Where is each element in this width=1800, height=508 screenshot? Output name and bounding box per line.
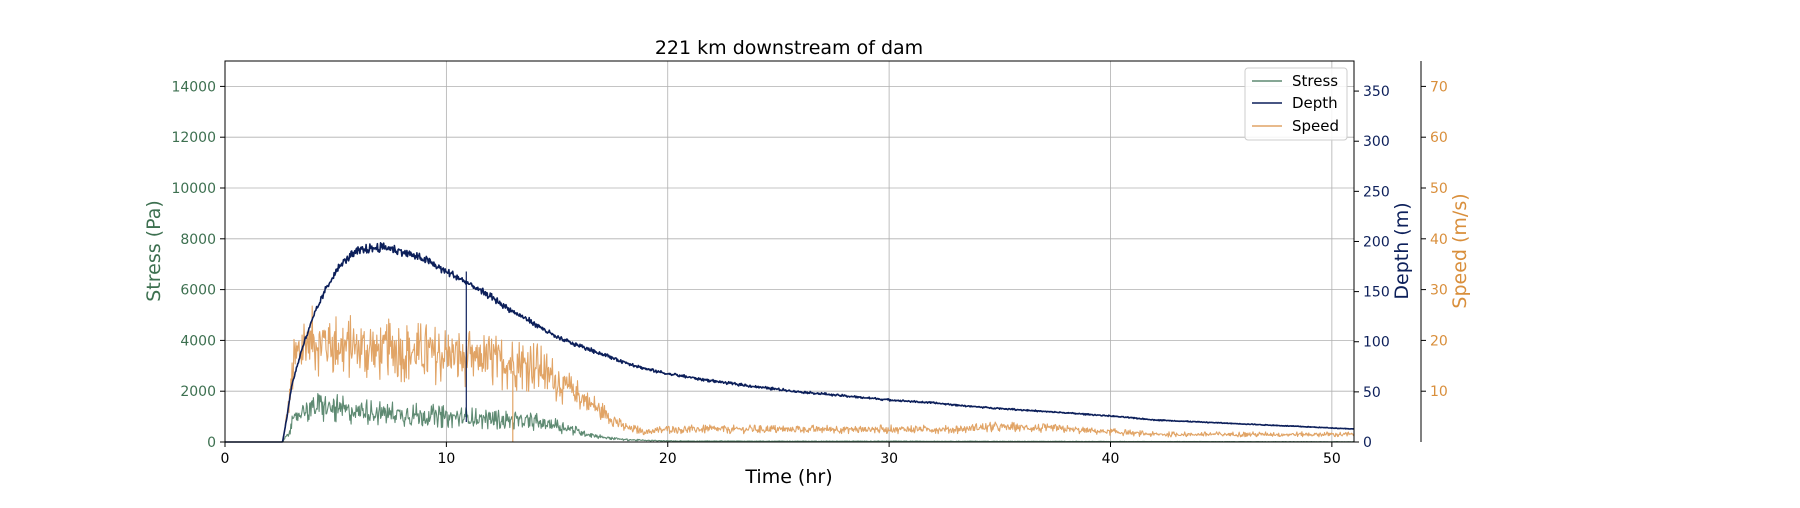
depth-tick-label: 50 [1363,385,1381,401]
x-tick-label: 50 [1323,451,1341,467]
stress-tick-label: 2000 [180,384,216,400]
legend-label-stress: Stress [1292,72,1338,90]
speed-tick-label: 70 [1430,79,1448,95]
x-tick-label: 0 [221,451,230,467]
depth-axis-label: Depth (m) [1391,202,1413,299]
speed-tick-label: 10 [1430,384,1448,400]
speed-tick-label: 60 [1430,130,1448,146]
stress-tick-label: 14000 [171,79,216,95]
depth-tick-label: 300 [1363,134,1390,150]
series-lines [224,242,1355,443]
stress-tick-label: 6000 [180,283,216,299]
plot-frame [224,60,1355,443]
speed-tick-label: 30 [1430,283,1448,299]
series-line-speed [225,305,1355,443]
x-tick-label: 40 [1102,451,1120,467]
legend-label-speed: Speed [1292,117,1339,135]
speed-tick-label: 40 [1430,232,1448,248]
speed-axis-label: Speed (m/s) [1449,193,1471,308]
axes: 0 10 20 30 40 5002000400060008000100001200014… [171,79,1447,467]
depth-tick-label: 200 [1363,234,1390,250]
depth-tick-label: 0 [1363,435,1372,451]
depth-tick-label: 350 [1363,84,1390,100]
legend-box [1244,67,1348,141]
legend: Stress Depth Speed [1244,67,1348,141]
x-tick-label: 10 [437,451,455,467]
stress-axis-label: Stress (Pa) [143,200,165,302]
speed-tick-label: 20 [1430,333,1448,349]
series-line-depth [224,242,1355,443]
depth-tick-label: 150 [1363,285,1390,301]
x-axis-label: Time (hr) [744,466,832,488]
series-line-stress [225,392,1355,443]
speed-tick-label: 50 [1430,181,1448,197]
stress-tick-label: 8000 [180,232,216,248]
chart-title: 221 km downstream of dam [655,37,923,59]
depth-tick-label: 100 [1363,335,1390,351]
stress-tick-label: 12000 [171,130,216,146]
x-tick-label: 20 [659,451,677,467]
stress-tick-label: 0 [207,435,216,451]
x-tick-label: 30 [880,451,898,467]
stress-tick-label: 10000 [171,181,216,197]
stress-tick-label: 4000 [180,333,216,349]
depth-tick-label: 250 [1363,184,1390,200]
legend-label-depth: Depth [1292,94,1338,112]
